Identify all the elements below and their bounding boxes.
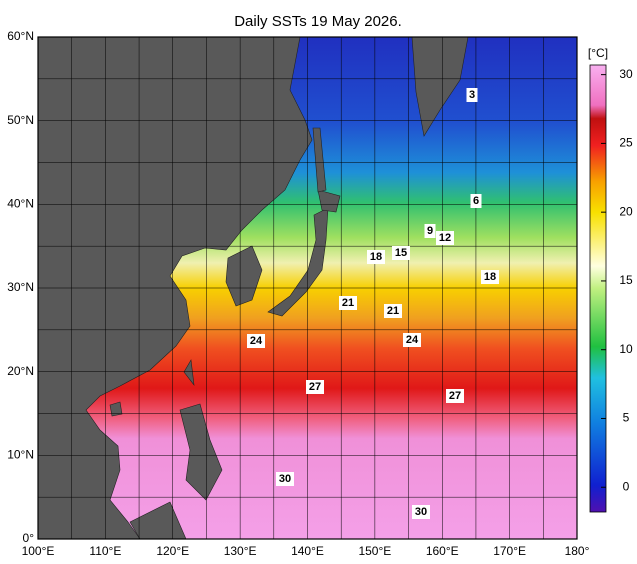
colorbar-ticks: 0 5 10 15 20 25 30 [601, 67, 633, 493]
contour-label-bg [392, 246, 410, 260]
colorbar-tick-label: 25 [619, 136, 633, 150]
contour-label-bg [412, 505, 430, 519]
y-tick-label: 20°N [7, 364, 34, 378]
x-tick-label: 160°E [426, 544, 459, 558]
contour-label-bg [403, 333, 421, 347]
colorbar-tick-label: 15 [619, 273, 633, 287]
contour-label-bg [384, 304, 402, 318]
contour-label-bg [436, 231, 454, 245]
y-tick-label: 0° [23, 531, 35, 545]
contour-label: 21 [342, 297, 354, 309]
y-tick-label: 30°N [7, 280, 34, 294]
map-frame [37, 36, 578, 540]
colorbar-tick-label: 10 [619, 342, 633, 356]
contour-label: 18 [484, 271, 496, 283]
x-tick-label: 110°E [89, 544, 121, 558]
contour-label: 9 [427, 225, 433, 237]
sakhalin [312, 127, 327, 193]
contour-label: 21 [387, 305, 399, 317]
contour-label-bg [247, 334, 265, 348]
hainan [109, 401, 123, 417]
x-tick-label: 150°E [358, 544, 391, 558]
contour-labels: 3 6 9 12 18 15 18 21 21 24 24 27 27 30 30 [247, 88, 499, 519]
contour-label: 12 [439, 232, 451, 244]
contour-label: 27 [449, 390, 461, 402]
contour-label-bg [306, 380, 324, 394]
colorbar-tick-label: 30 [619, 67, 633, 81]
contour-label-bg [481, 270, 499, 284]
contour-label-bg [276, 472, 294, 486]
y-tick-label: 10°N [7, 448, 34, 462]
x-tick-label: 130°E [224, 544, 257, 558]
contour-label: 30 [415, 506, 427, 518]
hokkaido [317, 189, 341, 213]
y-tick-label: 50°N [7, 113, 34, 127]
x-tick-label: 140°E [291, 544, 324, 558]
contour-label-bg [424, 224, 436, 238]
colorbar-tick-label: 0 [623, 479, 630, 493]
x-tick-label: 120°E [156, 544, 189, 558]
colorbar-tick-label: 20 [619, 204, 633, 218]
contour-label-bg [470, 194, 482, 208]
grid [37, 36, 578, 540]
colorbar-tick-label: 5 [623, 411, 630, 425]
contour-label-bg [446, 389, 464, 403]
philippines [179, 403, 223, 501]
x-tick-label: 170°E [493, 544, 526, 558]
contour-label: 24 [406, 334, 419, 346]
contour-label: 27 [309, 381, 321, 393]
x-tick-label: 100°E [22, 544, 55, 558]
y-tick-label: 40°N [7, 197, 34, 211]
contour-label: 3 [469, 89, 475, 101]
colorbar-unit: [°C] [588, 46, 608, 60]
contour-label: 30 [279, 473, 291, 485]
contour-label: 18 [370, 251, 382, 263]
contour-label: 15 [395, 247, 407, 259]
contour-label: 6 [473, 195, 479, 207]
taiwan [183, 359, 195, 387]
contour-label-bg [339, 296, 357, 310]
map-title: Daily SSTs 19 May 2026. [234, 13, 402, 30]
y-tick-label: 60°N [7, 29, 34, 43]
contour-label-bg [367, 250, 385, 264]
colorbar [589, 64, 607, 513]
contour-label-bg [466, 88, 478, 102]
x-tick-label: 180° [565, 544, 590, 558]
contour-label: 24 [250, 335, 263, 347]
